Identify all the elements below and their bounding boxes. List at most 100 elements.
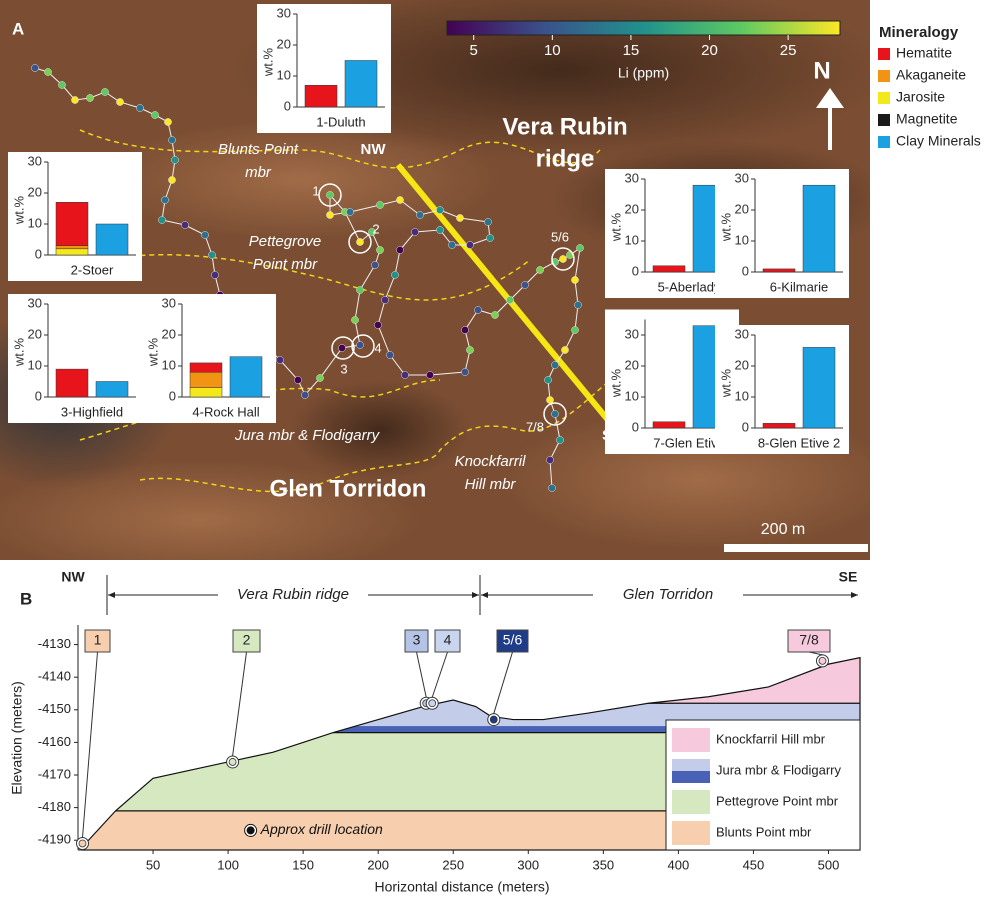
section-line <box>395 163 611 422</box>
x-tick-label: 200 <box>367 857 389 872</box>
traverse-point <box>356 286 364 294</box>
inset-tick-label: 30 <box>625 326 639 341</box>
colorbar-tick-label: 10 <box>544 42 561 59</box>
inset-background <box>8 294 142 423</box>
site-label: 3 <box>340 361 347 376</box>
traverse-point <box>559 255 567 263</box>
section-end: NW <box>61 569 85 585</box>
traverse-point <box>484 218 492 226</box>
site-box <box>434 629 461 653</box>
leader-line <box>431 651 448 698</box>
traverse-point <box>396 196 404 204</box>
site-box <box>787 629 831 653</box>
x-tick-label: 350 <box>592 857 614 872</box>
traverse-point <box>101 88 109 96</box>
inset-tick-label: 0 <box>632 263 639 278</box>
legend-label: Jarosite <box>896 89 945 105</box>
traverse-point <box>164 118 172 126</box>
traverse-point <box>436 206 444 214</box>
traverse-point <box>351 316 359 324</box>
traverse-point <box>211 271 219 279</box>
traverse-point <box>386 351 394 359</box>
x-tick-label: 300 <box>517 857 539 872</box>
traverse-point <box>448 241 456 249</box>
x-tick-label: 100 <box>217 857 239 872</box>
y-tick-label: -4130 <box>38 636 71 651</box>
traverse-point <box>571 276 579 284</box>
site-label: 1 <box>94 632 102 648</box>
traverse-point <box>491 311 499 319</box>
traverse-point <box>381 296 389 304</box>
inset-tick-label: 30 <box>162 295 176 310</box>
traverse-point <box>411 228 419 236</box>
inset-tick-label: 30 <box>735 170 749 185</box>
annotations: Mineralogy Hematite Akaganeite Jarosite Magn… <box>8 4 981 454</box>
inset-bar-segment <box>189 362 223 373</box>
region-label: Glen Torridon <box>270 475 427 502</box>
inset-tick-label: 20 <box>735 357 749 372</box>
inset-bar-segment <box>762 268 796 273</box>
traverse-point <box>556 436 564 444</box>
region-label: Vera Rubin <box>502 113 627 140</box>
site-circle <box>318 183 342 207</box>
inset-title: 8-Glen Etive 2 <box>758 435 840 450</box>
inset-tick-label: 0 <box>35 246 42 261</box>
y-tick-label: -4150 <box>38 701 71 716</box>
traverse-point <box>44 68 52 76</box>
colorbar-title: Li (ppm) <box>618 65 669 81</box>
legend-label: Clay Minerals <box>896 133 981 149</box>
inset-tick-label: 20 <box>162 326 176 341</box>
inset-chart: 0 10 20 30 wt.% 8-Glen Etive 2 <box>715 325 849 454</box>
traverse-point <box>31 64 39 72</box>
inset-chart: 0 10 20 30 wt.% 2-Stoer <box>8 152 142 281</box>
inset-tick-label: 20 <box>735 201 749 216</box>
inset-tick-label: 0 <box>284 98 291 113</box>
traverse-point <box>486 234 494 242</box>
inset-bar-segment <box>55 202 89 246</box>
traverse-point <box>58 81 66 89</box>
traverse-point <box>374 321 382 329</box>
site-box <box>404 629 429 653</box>
inset-ylabel: wt.% <box>718 368 733 398</box>
inset-title: 4-Rock Hall <box>192 404 259 419</box>
inset-tick-label: 30 <box>277 5 291 20</box>
north-arrow <box>816 88 844 150</box>
region-label: ridge <box>536 145 595 172</box>
inset-bar <box>95 381 129 398</box>
colorbar-tick-label: 5 <box>470 42 478 59</box>
y-tick-label: -4140 <box>38 669 71 684</box>
traverse-point <box>158 216 166 224</box>
site-circle <box>543 402 567 426</box>
member-label: Knockfarril <box>455 453 527 470</box>
x-tick-label: 150 <box>292 857 314 872</box>
inset-tick-label: 30 <box>735 326 749 341</box>
traverse-point <box>371 261 379 269</box>
traverse-point <box>171 156 179 164</box>
traverse-point <box>544 376 552 384</box>
traverse-point <box>338 344 346 352</box>
north-label: N <box>813 57 830 84</box>
contact-line <box>79 129 601 169</box>
traverse-point <box>136 104 144 112</box>
leader-line <box>232 651 247 757</box>
inset-chart: 0 10 20 30 wt.% 1-Duluth <box>257 4 391 133</box>
inset-chart: 0 10 20 30 wt.% 3-Highfield <box>8 294 142 423</box>
traverse-point <box>551 361 559 369</box>
inset-bar-segment <box>762 423 796 429</box>
inset-ylabel: wt.% <box>718 212 733 242</box>
stratum-band <box>82 726 860 733</box>
inset-tick-label: 30 <box>28 153 42 168</box>
traverse-point <box>86 94 94 102</box>
panel-label: B <box>20 589 32 608</box>
traverse-point <box>181 221 189 229</box>
inset-bar <box>802 184 836 273</box>
legend-label: Pettegrove Point mbr <box>716 793 839 808</box>
inset-tick-label: 10 <box>735 232 749 247</box>
member-label: Blunts Point <box>218 141 299 158</box>
scale-bar-label: 200 m <box>761 521 805 538</box>
arrowhead <box>481 592 488 598</box>
traverse-point <box>208 251 216 259</box>
inset-bar-segment <box>55 368 89 398</box>
legend-label: Hematite <box>896 45 952 61</box>
